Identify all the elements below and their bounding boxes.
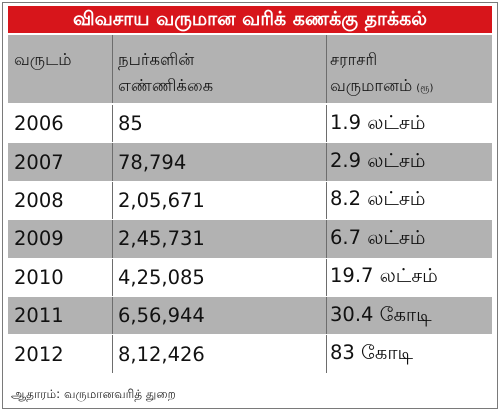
header-avg-unit: (ரூ) (416, 83, 434, 94)
table-row: 2011 6,56,944 30.4 கோடி (8, 296, 492, 335)
cell-average: 83 கோடி (330, 341, 414, 365)
cell-count: 85 (118, 112, 143, 136)
table-row: 2010 4,25,085 19.7 லட்சம் (8, 258, 492, 296)
column-divider (326, 35, 327, 103)
cell-average: 8.2 லட்சம் (330, 187, 426, 211)
header-count-line1: நபர்களின் (118, 50, 195, 69)
column-divider (326, 335, 327, 373)
column-divider (326, 143, 327, 181)
cell-year: 2009 (14, 227, 64, 251)
column-divider (112, 220, 113, 258)
column-divider (112, 181, 113, 220)
cell-count: 2,45,731 (118, 227, 205, 251)
header-avg-line2: வருமானம் (330, 76, 413, 95)
cell-year: 2011 (14, 304, 64, 328)
column-divider (112, 143, 113, 181)
header-count-line2: எண்ணிக்கை (118, 76, 214, 95)
cell-year: 2010 (14, 265, 64, 289)
header-average-income: சராசரி வருமானம் (ரூ) (330, 35, 490, 103)
column-divider (326, 181, 327, 220)
cell-count: 4,25,085 (118, 265, 205, 289)
column-divider (326, 296, 327, 335)
table-header-row: வருடம் நபர்களின் எண்ணிக்கை சராசரி வருமான… (8, 35, 492, 103)
column-divider (112, 335, 113, 373)
cell-average: 1.9 லட்சம் (330, 110, 426, 134)
cell-average: 19.7 லட்சம் (330, 264, 438, 288)
source-note: ஆதாரம்: வருமானவரித் துறை (11, 387, 176, 401)
table-row: 2012 8,12,426 83 கோடி (8, 335, 492, 373)
income-tax-table: வருடம் நபர்களின் எண்ணிக்கை சராசரி வருமான… (8, 35, 492, 374)
cell-year: 2007 (14, 150, 64, 174)
column-divider (326, 258, 327, 296)
header-count: நபர்களின் எண்ணிக்கை (118, 35, 323, 103)
cell-count: 2,05,671 (118, 188, 205, 212)
column-divider (112, 296, 113, 335)
column-divider (112, 258, 113, 296)
cell-average: 2.9 லட்சம் (330, 149, 426, 173)
cell-count: 78,794 (118, 150, 187, 174)
cell-average: 30.4 கோடி (330, 302, 432, 326)
table-row: 2006 85 1.9 லட்சம் (8, 105, 492, 143)
column-divider (112, 105, 113, 143)
column-divider (326, 220, 327, 258)
header-avg-line1: சராசரி (330, 50, 378, 69)
cell-count: 6,56,944 (118, 304, 205, 328)
column-divider (326, 105, 327, 143)
column-divider (112, 35, 113, 103)
header-year: வருடம் (14, 50, 72, 69)
table-row: 2009 2,45,731 6.7 லட்சம் (8, 220, 492, 258)
cell-average: 6.7 லட்சம் (330, 225, 426, 249)
table-row: 2007 78,794 2.9 லட்சம் (8, 143, 492, 181)
table-title: விவசாய வருமான வரிக் கணக்கு தாக்கல் (8, 6, 492, 33)
cell-count: 8,12,426 (118, 342, 205, 366)
cell-year: 2006 (14, 112, 64, 136)
cell-year: 2008 (14, 188, 64, 212)
cell-year: 2012 (14, 342, 64, 366)
table-row: 2008 2,05,671 8.2 லட்சம் (8, 181, 492, 220)
